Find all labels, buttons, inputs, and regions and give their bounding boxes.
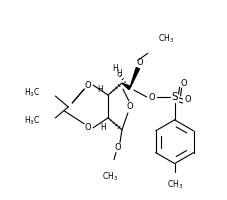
Text: CH$_3$: CH$_3$ [158, 32, 174, 45]
Text: H: H [100, 123, 106, 132]
Text: S: S [171, 92, 178, 102]
Text: CH$_3$: CH$_3$ [102, 171, 118, 183]
Text: O: O [136, 58, 143, 67]
Text: O: O [148, 93, 155, 102]
Text: O: O [85, 123, 91, 132]
Text: H$_3$C: H$_3$C [24, 87, 40, 99]
Text: CH$_3$: CH$_3$ [167, 178, 183, 191]
Text: H: H [116, 69, 122, 78]
Text: O: O [180, 79, 187, 88]
Text: O: O [127, 102, 133, 111]
Text: O: O [115, 143, 121, 152]
Text: H: H [97, 85, 103, 94]
Polygon shape [122, 83, 131, 90]
Text: O: O [184, 96, 191, 104]
Text: H$_3$C: H$_3$C [24, 115, 40, 127]
Text: H: H [112, 64, 118, 73]
Polygon shape [130, 68, 139, 88]
Text: O: O [85, 81, 91, 90]
